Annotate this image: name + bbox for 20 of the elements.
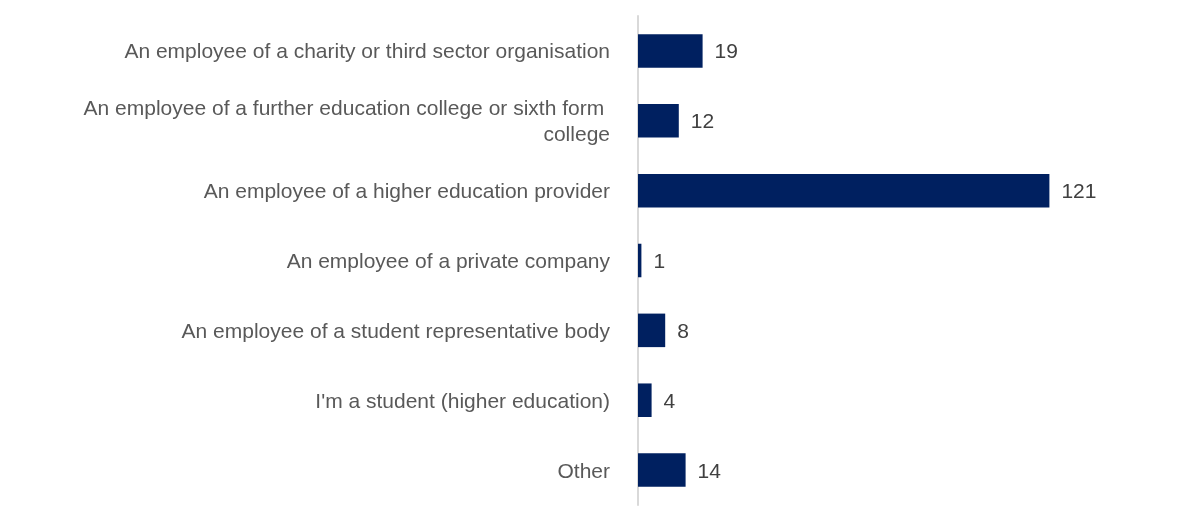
bar [638, 453, 686, 487]
y-tick-label: Other [557, 458, 610, 482]
bar [638, 104, 679, 138]
y-tick-label: An employee of a student representative body [181, 318, 611, 342]
data-label: 19 [714, 39, 738, 63]
y-tick-label: An employee of a further education college or sixth form college [83, 96, 610, 146]
bar [638, 313, 666, 348]
bar [638, 34, 703, 68]
data-label: 4 [663, 388, 676, 412]
data-label: 8 [677, 318, 689, 342]
bar [638, 173, 1050, 208]
data-label: 1 [653, 249, 666, 272]
y-tick-label: I'm a student (higher education) [315, 388, 610, 412]
data-label: 121 [1061, 179, 1097, 203]
bar [638, 383, 652, 417]
y-tick-label: An employee of a charity or third sector organisation [124, 39, 610, 63]
data-label: 14 [697, 458, 722, 482]
y-tick-label: An employee of a higher education provider [203, 179, 610, 203]
y-tick-label: An employee of a private company [286, 249, 611, 272]
data-label: 12 [690, 109, 715, 133]
